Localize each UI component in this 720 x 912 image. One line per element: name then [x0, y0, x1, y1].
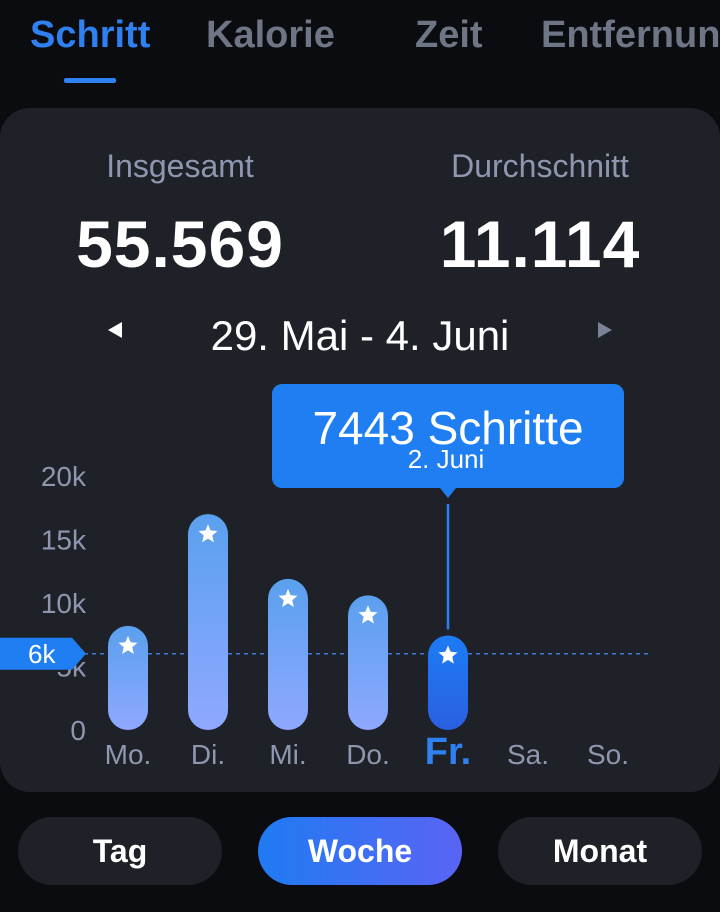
tab-zeit[interactable]: Zeit: [415, 14, 483, 56]
bar-mo[interactable]: [108, 625, 148, 730]
average-label: Durchschnitt: [451, 148, 629, 184]
star-icon: [118, 635, 138, 654]
tab-entfernung[interactable]: Entfernung: [541, 14, 720, 56]
steps-bar-chart: 05k10k15k20k Mo.Di.Mi.Do.Fr.Sa.So. 6k 2.…: [0, 384, 648, 773]
bar-do[interactable]: [348, 595, 388, 730]
star-icon: [358, 605, 378, 624]
goal-marker: 6k: [0, 637, 86, 670]
average-value: 11.114: [439, 207, 641, 281]
period-day-button[interactable]: Tag: [18, 817, 222, 885]
y-tick-label: 20k: [41, 461, 87, 492]
y-tick-label: 0: [70, 715, 86, 746]
x-label-di[interactable]: Di.: [191, 739, 225, 770]
tooltip-date: 2. Juni: [408, 444, 485, 474]
star-icon: [198, 524, 218, 543]
previous-week-arrow-icon[interactable]: [108, 322, 122, 338]
goal-marker-label: 6k: [28, 639, 56, 669]
x-label-sa[interactable]: Sa.: [507, 739, 549, 770]
total-value: 55.569: [76, 207, 284, 281]
star-icon: [278, 588, 298, 607]
x-label-fr[interactable]: Fr.: [425, 731, 471, 773]
bar-mi[interactable]: [268, 578, 308, 730]
tab-kalorie[interactable]: Kalorie: [206, 14, 335, 56]
tooltip-value: 7443 Schritte: [312, 402, 583, 454]
y-tick-label: 15k: [41, 525, 87, 556]
value-tooltip: 2. Juni 7443 Schritte: [272, 384, 624, 498]
active-tab-indicator: [64, 78, 116, 83]
period-week-button[interactable]: Woche: [258, 817, 462, 885]
tab-schritt[interactable]: Schritt: [30, 14, 151, 56]
x-label-mi[interactable]: Mi.: [269, 739, 306, 770]
next-week-arrow-icon[interactable]: [598, 322, 612, 338]
x-label-do[interactable]: Do.: [346, 739, 390, 770]
star-icon: [438, 645, 458, 664]
bar-di[interactable]: [188, 514, 228, 730]
date-range-selector: 29. Mai - 4. Juni: [0, 308, 720, 368]
metric-tabs: Schritt Kalorie Zeit Entfernung: [0, 0, 720, 100]
x-label-so[interactable]: So.: [587, 739, 629, 770]
date-range-text: 29. Mai - 4. Juni: [210, 312, 510, 359]
bar-fr[interactable]: [428, 635, 468, 730]
total-label: Insgesamt: [106, 148, 254, 184]
x-label-mo[interactable]: Mo.: [105, 739, 152, 770]
y-tick-label: 10k: [41, 588, 87, 619]
period-month-button[interactable]: Monat: [498, 817, 702, 885]
